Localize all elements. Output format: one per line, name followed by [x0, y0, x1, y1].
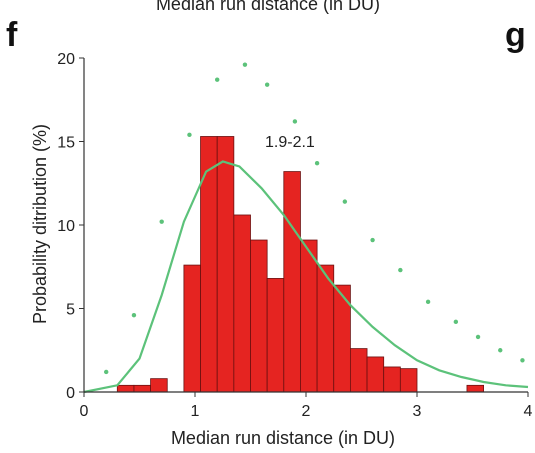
y-axis-label: Probability ditribution (%) — [30, 124, 50, 324]
y-ticks-group: 0 5 10 15 20 — [57, 51, 84, 402]
x-axis-label: Median run distance (in DU) — [171, 428, 395, 448]
y-tick-label-4: 20 — [57, 51, 75, 68]
bar-10 — [300, 239, 318, 393]
bar-1 — [133, 384, 151, 393]
dot-0 — [104, 369, 109, 375]
bar-2 — [150, 378, 168, 393]
bar-14 — [366, 356, 385, 393]
panel-letter-g: g — [505, 16, 526, 54]
panel-letter-f: f — [6, 16, 18, 54]
y-tick-label-3: 15 — [57, 135, 75, 152]
x-tick-label-1: 1 — [191, 403, 200, 420]
dot-5 — [242, 62, 248, 67]
bar-0 — [116, 384, 135, 393]
dot-10 — [370, 237, 375, 243]
bar-4 — [200, 136, 218, 393]
bar-17 — [466, 384, 485, 393]
dot-16 — [520, 358, 525, 363]
dot-4 — [215, 77, 220, 82]
bar-8 — [266, 278, 285, 393]
x-tick-label-0: 0 — [80, 403, 89, 420]
y-tick-label-2: 10 — [57, 218, 75, 235]
dot-6 — [264, 82, 270, 87]
annotation-label: 1.9-2.1 — [265, 134, 315, 151]
dot-14 — [475, 334, 481, 340]
bar-7 — [250, 239, 268, 393]
bar-11 — [316, 264, 335, 393]
y-tick-label-1: 5 — [66, 302, 75, 319]
bar-9 — [283, 171, 301, 393]
bar-16 — [399, 368, 418, 393]
cropped-top-title: Median run distance (in DU) — [156, 0, 380, 14]
x-ticks-group: 0 1 2 3 4 — [80, 392, 533, 420]
dot-11 — [398, 267, 403, 273]
bar-13 — [349, 348, 368, 393]
dot-7 — [292, 119, 298, 124]
bar-6 — [233, 214, 251, 393]
y-tick-label-0: 0 — [66, 385, 75, 402]
dot-2 — [159, 219, 164, 224]
x-tick-label-3: 3 — [413, 403, 422, 420]
dot-13 — [453, 319, 459, 325]
dotted-curve-group — [104, 62, 525, 375]
dot-8 — [314, 161, 320, 166]
dot-1 — [131, 312, 137, 318]
bar-3 — [183, 264, 201, 393]
bar-15 — [383, 366, 401, 393]
dot-3 — [187, 132, 192, 138]
fit-curve — [83, 160, 529, 394]
x-tick-label-4: 4 — [524, 403, 533, 420]
bar-5 — [216, 136, 235, 393]
x-tick-label-2: 2 — [302, 403, 311, 420]
dot-9 — [342, 199, 348, 204]
dot-12 — [425, 299, 431, 305]
dot-15 — [498, 348, 503, 353]
bars-group — [116, 136, 485, 393]
